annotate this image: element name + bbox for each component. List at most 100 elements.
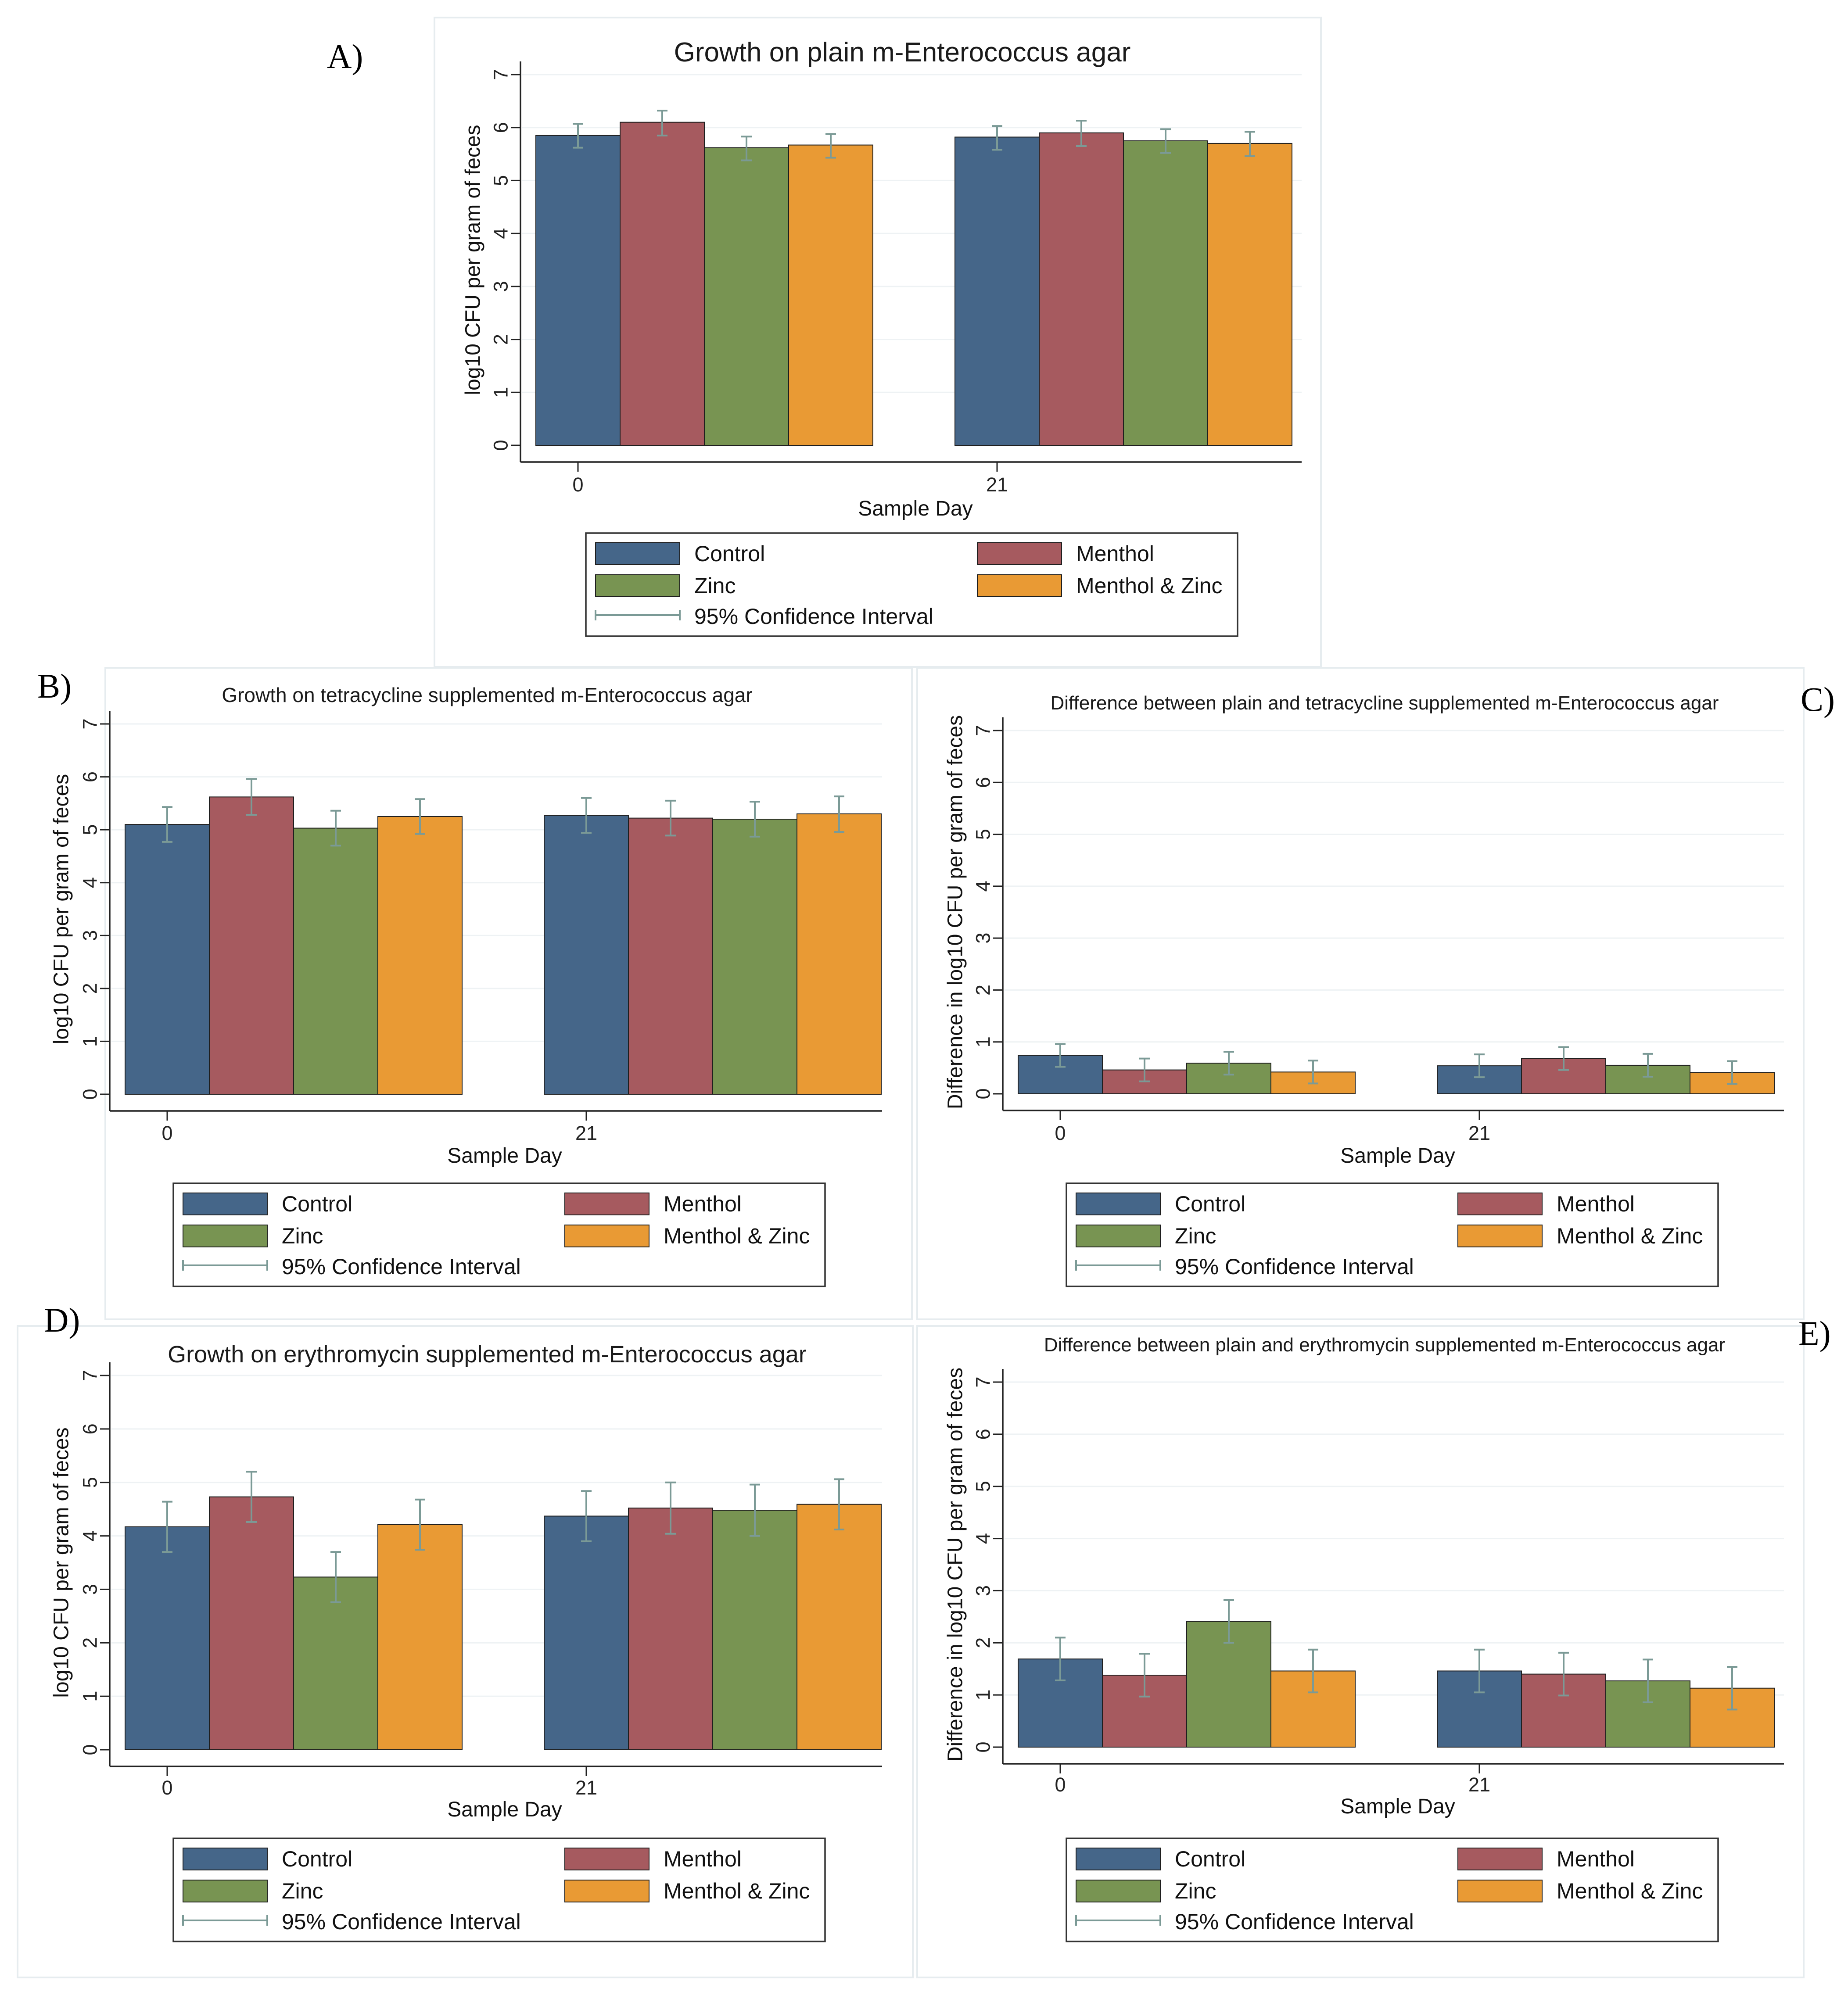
y-tick-label: 4	[79, 877, 101, 888]
legend-swatch-control	[183, 1848, 268, 1870]
chart-panel-1: A) Growth on plain m-Enterococcus agar 0 1 2…	[327, 17, 1322, 668]
legend-box	[172, 1837, 826, 1942]
legend-label: Menthol & Zinc	[1557, 1879, 1703, 1903]
legend-label: Menthol	[664, 1847, 742, 1871]
y-tick-label: 6	[79, 771, 101, 782]
legend-swatch-control	[1076, 1193, 1161, 1215]
legend-label: Menthol	[1557, 1192, 1635, 1216]
y-axis-label: Difference in log10 CFU per gram of fece…	[944, 1368, 967, 1762]
bar-control-day-21	[544, 815, 629, 1095]
bar-zinc-day-21	[712, 1510, 797, 1751]
y-tick-label: 1	[490, 387, 512, 398]
y-tick-label: 0	[79, 1744, 101, 1755]
legend-swatch-menthol-zinc	[564, 1880, 649, 1902]
y-tick-label: 4	[972, 1533, 994, 1544]
legend-label: Menthol	[1557, 1847, 1635, 1871]
bar-menthol-day-21	[628, 1508, 713, 1751]
x-tick-label: 0	[1055, 1773, 1066, 1796]
legend-swatch-menthol-zinc	[977, 574, 1062, 597]
legend-swatch-menthol	[1457, 1193, 1543, 1215]
y-tick-label: 7	[79, 718, 101, 729]
legend-box	[1066, 1837, 1719, 1942]
y-tick-label: 7	[972, 1376, 994, 1387]
y-tick-label: 2	[490, 334, 512, 345]
panel-frame	[916, 1325, 1805, 1978]
legend-label: Menthol	[1076, 541, 1154, 566]
legend-label: Control	[282, 1847, 352, 1871]
x-axis-label: Sample Day	[1340, 1795, 1455, 1818]
legend-label: 95% Confidence Interval	[1175, 1909, 1414, 1934]
bar-menthol-zinc-day-0	[377, 1524, 463, 1750]
legend-label: 95% Confidence Interval	[694, 604, 933, 629]
bar-menthol-zinc-day-21	[1207, 143, 1292, 446]
legend-swatch-control	[183, 1193, 268, 1215]
x-axis-label: Sample Day	[447, 1144, 562, 1168]
legend-swatch-control	[595, 542, 680, 565]
x-axis-label: Sample Day	[1340, 1144, 1455, 1168]
legend: Control Menthol Zinc Menthol & Zinc 95% Conf…	[172, 1837, 826, 1942]
chart-panel-5: E) Difference between plain and erythromy…	[916, 1314, 1831, 1978]
panel-label: E)	[1798, 1314, 1831, 1352]
legend-swatch-menthol	[564, 1193, 649, 1215]
legend-label: Zinc	[694, 573, 736, 598]
legend-label: Menthol & Zinc	[664, 1879, 810, 1903]
bar-zinc-day-0	[293, 827, 378, 1095]
panel-label: D)	[44, 1301, 80, 1339]
legend-swatch-control	[1076, 1848, 1161, 1870]
bar-zinc-day-21	[1123, 140, 1208, 446]
x-tick-label: 21	[1468, 1773, 1490, 1796]
legend-label: Menthol & Zinc	[664, 1224, 810, 1248]
chart-panel-3: C) Difference between plain and tetracycl…	[916, 667, 1835, 1320]
legend-label: Control	[1175, 1192, 1245, 1216]
y-axis-label: log10 CFU per gram of feces	[50, 1427, 73, 1698]
legend: Control Menthol Zinc Menthol & Zinc 95% Conf…	[172, 1182, 826, 1287]
y-tick-label: 0	[972, 1741, 994, 1752]
y-tick-label: 2	[972, 985, 994, 996]
legend-label: Control	[282, 1192, 352, 1216]
x-tick-label: 0	[161, 1777, 172, 1799]
chart-title: Growth on erythromycin supplemented m-En…	[168, 1341, 807, 1368]
legend-label: Control	[1175, 1847, 1245, 1871]
legend: Control Menthol Zinc Menthol & Zinc 95% Conf…	[585, 532, 1238, 637]
x-tick-label: 21	[575, 1777, 597, 1799]
legend-label: Zinc	[282, 1224, 323, 1248]
legend-swatch-zinc	[1076, 1880, 1161, 1902]
legend-label: 95% Confidence Interval	[282, 1254, 521, 1279]
legend-swatch-zinc	[595, 574, 680, 597]
chart-panel-2: B) Growth on tetracycline supplemented m-…	[37, 667, 913, 1320]
bar-menthol-day-21	[628, 817, 713, 1095]
legend-box	[172, 1182, 826, 1287]
bar-control-day-0	[125, 824, 210, 1095]
legend-label: Menthol & Zinc	[1557, 1224, 1703, 1248]
y-tick-label: 3	[490, 281, 512, 292]
y-tick-label: 4	[972, 881, 994, 892]
y-tick-label: 6	[79, 1423, 101, 1434]
y-tick-label: 4	[79, 1530, 101, 1541]
bar-menthol-day-21	[1039, 132, 1124, 446]
bar-zinc-day-0	[293, 1576, 378, 1750]
legend-box	[1066, 1182, 1719, 1287]
bar-zinc-day-0	[704, 147, 789, 446]
y-tick-label: 2	[972, 1637, 994, 1648]
legend-swatch-menthol	[1457, 1848, 1543, 1870]
legend-label: Menthol & Zinc	[1076, 573, 1222, 598]
y-tick-label: 7	[79, 1370, 101, 1381]
panel-frame	[17, 1325, 914, 1978]
y-tick-label: 5	[79, 1477, 101, 1488]
y-tick-label: 1	[79, 1691, 101, 1702]
bar-menthol-day-21	[1521, 1673, 1606, 1748]
x-tick-label: 0	[1055, 1122, 1066, 1144]
legend-swatch-menthol-zinc	[1457, 1225, 1543, 1247]
y-tick-label: 6	[490, 122, 512, 133]
y-tick-label: 3	[972, 933, 994, 944]
x-tick-label: 0	[572, 473, 583, 496]
legend-label: Zinc	[282, 1879, 323, 1903]
y-tick-label: 5	[972, 829, 994, 840]
y-tick-label: 1	[972, 1690, 994, 1701]
bar-menthol-day-0	[209, 796, 294, 1095]
bar-control-day-21	[544, 1515, 629, 1751]
y-tick-label: 5	[79, 824, 101, 835]
bar-menthol-zinc-day-21	[797, 813, 882, 1095]
legend-label: Zinc	[1175, 1879, 1216, 1903]
y-tick-label: 3	[79, 1584, 101, 1595]
